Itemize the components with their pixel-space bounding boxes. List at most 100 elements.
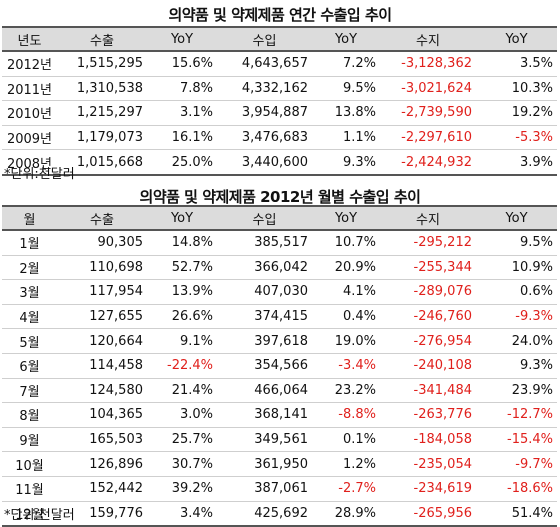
value-cell: 25.0% [147,149,217,176]
monthly-table-row: 11월 152,442 39.2% 387,061 -2.7% -234,619 -18.6… [2,476,557,502]
value-cell: 9.1% [147,328,217,354]
value-cell: 7.2% [312,51,380,77]
row-label-cell: 2012년 [2,51,57,77]
value-cell: -2.7% [312,476,380,502]
value-cell: 368,141 [217,402,312,428]
value-cell: -2,297,610 [380,125,476,151]
monthly-unit-note: *단위:천달러 [4,508,75,523]
row-label-cell: 2월 [2,255,57,281]
row-label-cell: 2009년 [2,125,57,151]
column-header: 수지 [380,205,476,231]
value-cell: 1,015,668 [57,149,147,176]
value-cell: 9.5% [312,76,380,102]
value-cell: -234,619 [380,476,476,502]
value-cell: 4,332,162 [217,76,312,102]
value-cell: 52.7% [147,255,217,281]
monthly-header-row: 월 수출 YoY 수입 YoY 수지 YoY [2,205,557,231]
annual-table-title: 의약품 및 약제제품 연간 수출입 추이 [168,6,392,24]
monthly-table-row: 1월 90,305 14.8% 385,517 10.7% -295,212 9.5% [2,230,557,256]
value-cell: 361,950 [217,451,312,477]
value-cell: 16.1% [147,125,217,151]
value-cell: 23.9% [476,378,557,404]
monthly-table-row: 10월 126,896 30.7% 361,950 1.2% -235,054 -9.7% [2,451,557,477]
value-cell: -18.6% [476,476,557,502]
value-cell: -5.3% [476,125,557,151]
row-label-cell: 10월 [2,451,57,477]
monthly-table-row: 12월 159,776 3.4% 425,692 28.9% -265,956 51.4% [2,501,557,527]
value-cell: 124,580 [57,378,147,404]
row-label-cell: 1월 [2,230,57,256]
value-cell: 21.4% [147,378,217,404]
annual-table-row: 2008년 1,015,668 25.0% 3,440,600 9.3% -2,424,9… [2,149,557,176]
row-label-cell: 8월 [2,402,57,428]
value-cell: 19.2% [476,100,557,126]
value-cell: 127,655 [57,304,147,330]
value-cell: -276,954 [380,328,476,354]
value-cell: 159,776 [57,501,147,527]
value-cell: 114,458 [57,353,147,379]
value-cell: 19.0% [312,328,380,354]
column-header: 수출 [57,205,147,231]
value-cell: 385,517 [217,230,312,256]
row-label-cell: 9월 [2,427,57,453]
value-cell: -15.4% [476,427,557,453]
row-label-cell: 2011년 [2,76,57,102]
column-header: YoY [147,26,217,52]
column-header: YoY [476,26,557,52]
value-cell: 9.3% [312,149,380,176]
value-cell: 0.1% [312,427,380,453]
value-cell: 165,503 [57,427,147,453]
value-cell: 25.7% [147,427,217,453]
row-label-cell: 5월 [2,328,57,354]
value-cell: 26.6% [147,304,217,330]
value-cell: -341,484 [380,378,476,404]
value-cell: -295,212 [380,230,476,256]
value-cell: 1,515,295 [57,51,147,77]
column-header: 수지 [380,26,476,52]
value-cell: -184,058 [380,427,476,453]
value-cell: -9.7% [476,451,557,477]
value-cell: -2,424,932 [380,149,476,176]
column-header: 수입 [217,26,312,52]
value-cell: 3,476,683 [217,125,312,151]
value-cell: -2,739,590 [380,100,476,126]
annual-header-row: 년도 수출 YoY 수입 YoY 수지 YoY [2,26,557,52]
value-cell: 1,179,073 [57,125,147,151]
value-cell: 0.4% [312,304,380,330]
annual-table-row: 2012년 1,515,295 15.6% 4,643,657 7.2% -3,128,3… [2,51,557,77]
value-cell: 1.2% [312,451,380,477]
column-header: YoY [476,205,557,231]
value-cell: 9.5% [476,230,557,256]
monthly-table-row: 4월 127,655 26.6% 374,415 0.4% -246,760 -9.3% [2,304,557,330]
row-label-cell: 4월 [2,304,57,330]
monthly-table-row: 5월 120,664 9.1% 397,618 19.0% -276,954 24.0% [2,328,557,354]
value-cell: 397,618 [217,328,312,354]
value-cell: 374,415 [217,304,312,330]
value-cell: 120,664 [57,328,147,354]
value-cell: -3.4% [312,353,380,379]
value-cell: 110,698 [57,255,147,281]
value-cell: 466,064 [217,378,312,404]
value-cell: -255,344 [380,255,476,281]
value-cell: 23.2% [312,378,380,404]
value-cell: -3,128,362 [380,51,476,77]
value-cell: 354,566 [217,353,312,379]
value-cell: 24.0% [476,328,557,354]
value-cell: 3.1% [147,100,217,126]
value-cell: 3.9% [476,149,557,176]
value-cell: 117,954 [57,279,147,305]
value-cell: 10.3% [476,76,557,102]
monthly-table-row: 7월 124,580 21.4% 466,064 23.2% -341,484 23.9% [2,378,557,404]
value-cell: 90,305 [57,230,147,256]
annual-unit-note: *단위:천달러 [4,167,75,182]
value-cell: 1,215,297 [57,100,147,126]
value-cell: 152,442 [57,476,147,502]
column-header: 월 [2,205,57,231]
monthly-table-row: 3월 117,954 13.9% 407,030 4.1% -289,076 0.6% [2,279,557,305]
value-cell: 7.8% [147,76,217,102]
column-header: 년도 [2,26,57,52]
value-cell: 10.7% [312,230,380,256]
monthly-table-row: 2월 110,698 52.7% 366,042 20.9% -255,344 10.9% [2,255,557,281]
value-cell: 9.3% [476,353,557,379]
